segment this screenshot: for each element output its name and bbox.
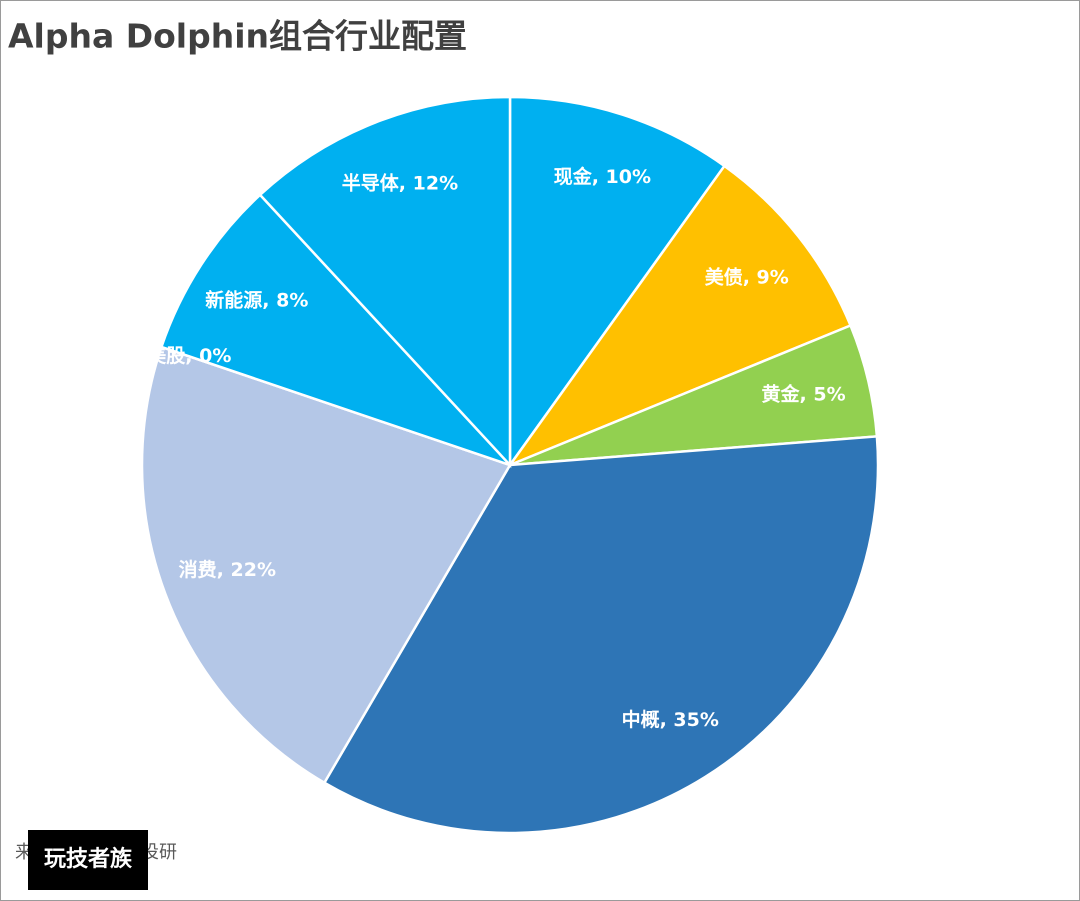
data-label: 美股, 0% (147, 344, 231, 367)
slice (506, 164, 853, 468)
slice (508, 95, 727, 469)
badge-box (28, 830, 148, 890)
data-label: 半导体, 12% (342, 172, 458, 195)
badge: 玩技者族 (44, 846, 133, 872)
data-label: 消费, 22% (179, 558, 276, 581)
slice (159, 193, 511, 467)
data-label: 中概, 35% (622, 708, 719, 731)
pie: 现金, 10% 美债, 9% 黄金, 5% 中概, 35% 消费, 22% 美股, 0% 新… (140, 95, 880, 835)
slice (140, 345, 512, 785)
data-label: 美债, 9% (705, 265, 789, 288)
data-label: 黄金, 5% (762, 383, 846, 406)
slice (322, 435, 880, 835)
data-label: 新能源, 8% (205, 288, 308, 311)
chart-title: Alpha Dolphin组合行业配置 (8, 17, 467, 56)
slice (258, 95, 512, 469)
data-label: 现金, 10% (554, 165, 651, 188)
